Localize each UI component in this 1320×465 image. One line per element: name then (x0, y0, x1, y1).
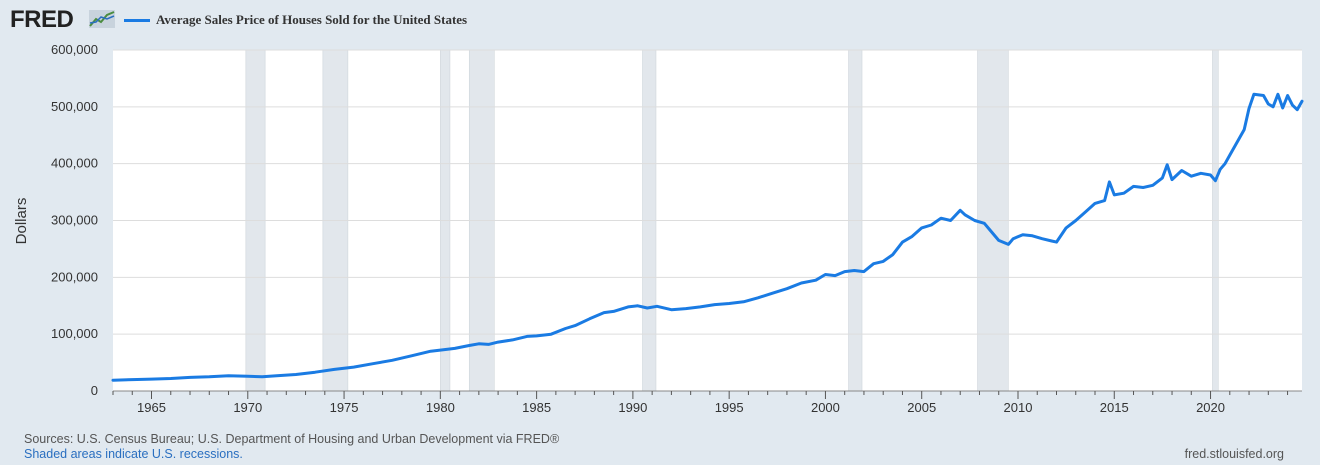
x-tick-label: 1970 (233, 400, 262, 415)
fred-logo[interactable]: FRED (10, 6, 74, 33)
y-axis-title: Dollars (13, 198, 30, 245)
x-tick-label: 1995 (715, 400, 744, 415)
x-tick-label: 2005 (907, 400, 936, 415)
x-tick-label: 1975 (330, 400, 359, 415)
gridlines (113, 49, 1302, 392)
x-tick-label: 2010 (1004, 400, 1033, 415)
x-tick-label: 2000 (811, 400, 840, 415)
y-tick-label: 200,000 (51, 269, 98, 284)
legend-label: Average Sales Price of Houses Sold for t… (156, 12, 468, 27)
x-tick-label: 1980 (426, 400, 455, 415)
fred-logo-graph-icon (89, 10, 115, 28)
footer-recessions-note[interactable]: Shaded areas indicate U.S. recessions. (24, 447, 243, 461)
y-tick-label: 600,000 (51, 42, 98, 57)
chart-header: FRED Average Sales Price of Houses Sold … (0, 0, 1320, 42)
footer-sources: Sources: U.S. Census Bureau; U.S. Depart… (24, 432, 560, 446)
line-chart: 0 100,000 200,000 300,000 400,000 500,000 600,… (13, 42, 1304, 415)
y-tick-label: 100,000 (51, 326, 98, 341)
x-tick-label: 2020 (1196, 400, 1225, 415)
series-line-average-sales-price[interactable] (111, 92, 1304, 382)
y-tick-label: 300,000 (51, 213, 98, 228)
x-axis-ticks: 1965 1970 1975 1980 1985 1990 1995 2000 2005 2010… (112, 391, 1289, 415)
y-axis-ticks: 0 100,000 200,000 300,000 400,000 500,000 600,… (51, 42, 98, 398)
x-tick-label: 1965 (137, 400, 166, 415)
x-tick-label: 2015 (1100, 400, 1129, 415)
x-tick-label: 1990 (618, 400, 647, 415)
y-tick-label: 500,000 (51, 99, 98, 114)
x-tick-label: 1985 (522, 400, 551, 415)
legend-swatch (124, 19, 150, 22)
footer-url[interactable]: fred.stlouisfed.org (1184, 447, 1284, 461)
y-tick-label: 0 (91, 383, 98, 398)
y-tick-label: 400,000 (51, 156, 98, 171)
